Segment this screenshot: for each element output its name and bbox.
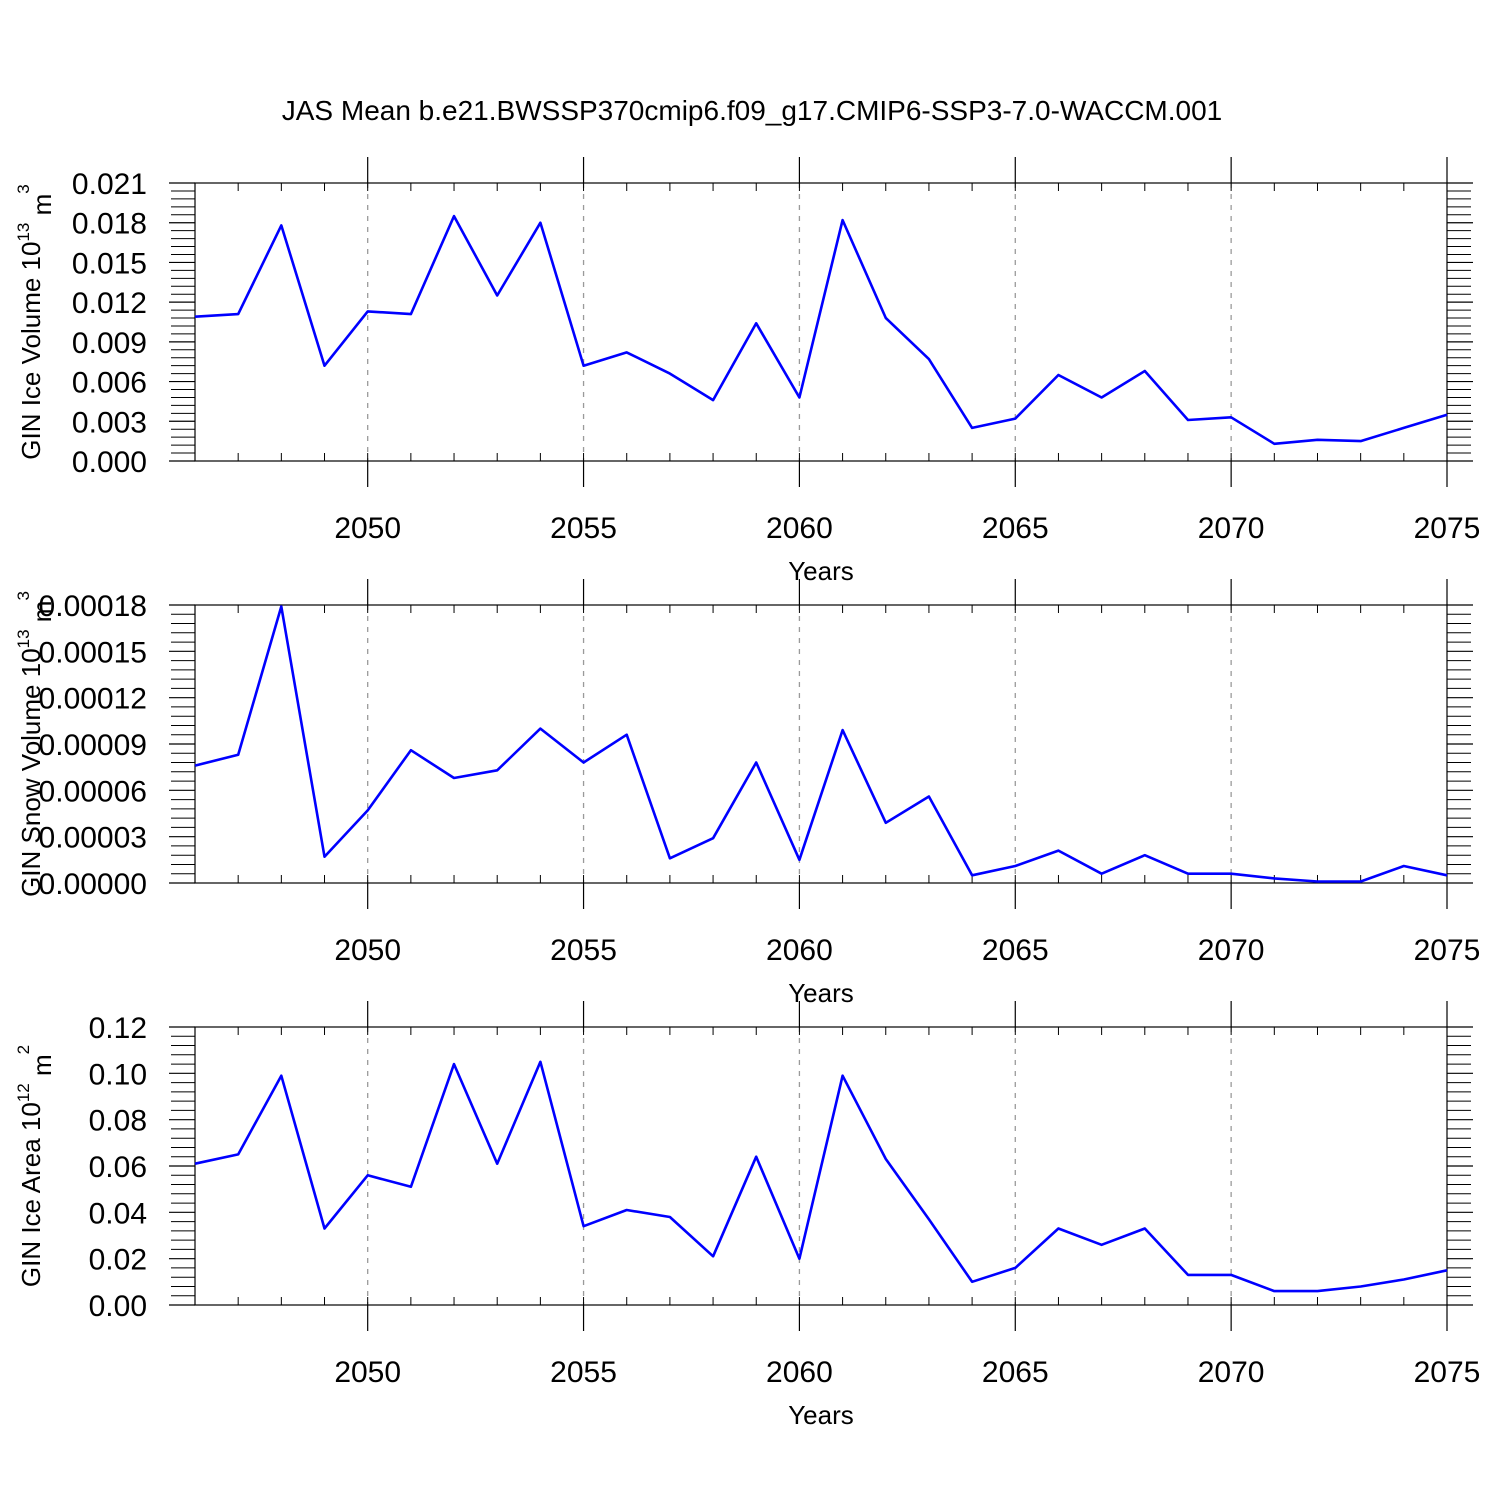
y-axis-title: GIN Ice Volume 1013 m3 xyxy=(14,184,57,460)
y-axis-title-unit: m xyxy=(27,601,57,630)
y-tick-label: 0.00018 xyxy=(39,590,147,623)
x-axis-title: Years xyxy=(788,1400,854,1430)
y-tick-label: 0.00 xyxy=(89,1290,147,1323)
y-tick-label: 0.000 xyxy=(72,446,147,479)
y-tick-label: 0.00000 xyxy=(39,868,147,901)
x-axis-title: Years xyxy=(788,556,854,586)
y-axis-title-exponent: 13 xyxy=(14,223,33,242)
y-axis-title-text: GIN Ice Volume 10 xyxy=(16,242,46,460)
x-tick-label: 2065 xyxy=(982,934,1049,967)
plot-panel-2: 2050 2055 2060 2065 2070 2075 0.00000 0.00003 0.… xyxy=(14,579,1480,1008)
plot-frame xyxy=(194,182,1448,462)
y-axis-title-unit-exponent: 3 xyxy=(14,591,33,600)
y-tick-label: 0.012 xyxy=(72,287,147,320)
y-tick-label: 0.12 xyxy=(89,1012,147,1045)
x-tick-label: 2050 xyxy=(334,1356,401,1389)
y-tick-label: 0.06 xyxy=(89,1151,147,1184)
x-tick-label: 2070 xyxy=(1198,512,1265,545)
y-tick-label: 0.02 xyxy=(89,1244,147,1277)
y-tick-label: 0.00012 xyxy=(39,683,147,716)
y-tick-label: 0.00009 xyxy=(39,729,147,762)
y-tick-label: 0.018 xyxy=(72,208,147,241)
y-axis-title-unit-exponent: 2 xyxy=(14,1045,33,1054)
x-tick-label: 2055 xyxy=(550,934,617,967)
y-tick-label: 0.10 xyxy=(89,1058,147,1091)
y-axis-title-text: GIN Ice Area 10 xyxy=(16,1102,46,1287)
x-tick-label: 2055 xyxy=(550,512,617,545)
y-axis-title-exponent: 13 xyxy=(14,629,33,648)
y-axis-title-text: GIN Snow Volume 10 xyxy=(16,648,46,897)
y-axis-title: GIN Ice Area 1012 m2 xyxy=(14,1045,57,1287)
x-tick-label: 2075 xyxy=(1414,512,1481,545)
y-tick-label: 0.00006 xyxy=(39,775,147,808)
x-tick-label: 2060 xyxy=(766,512,833,545)
x-tick-label: 2050 xyxy=(334,934,401,967)
y-axis-title: GIN Snow Volume 1013 m3 xyxy=(14,591,57,897)
y-tick-label: 0.00003 xyxy=(39,822,147,855)
y-tick-label: 0.08 xyxy=(89,1105,147,1138)
plot-panel-1: 2050 2055 2060 2065 2070 2075 0.000 0.003 0.006 0… xyxy=(14,157,1480,586)
x-tick-label: 2060 xyxy=(766,934,833,967)
x-tick-label: 2050 xyxy=(334,512,401,545)
y-tick-label: 0.006 xyxy=(72,367,147,400)
x-tick-label: 2075 xyxy=(1414,1356,1481,1389)
chart-title: JAS Mean b.e21.BWSSP370cmip6.f09_g17.CMI… xyxy=(282,95,1223,126)
y-axis-title-exponent: 12 xyxy=(14,1083,33,1102)
x-tick-label: 2060 xyxy=(766,1356,833,1389)
y-tick-label: 0.00015 xyxy=(39,636,147,669)
x-axis-title: Years xyxy=(788,978,854,1008)
x-tick-label: 2065 xyxy=(982,1356,1049,1389)
y-axis-title-unit: m xyxy=(27,194,57,223)
x-tick-label: 2075 xyxy=(1414,934,1481,967)
x-tick-label: 2065 xyxy=(982,512,1049,545)
y-tick-label: 0.021 xyxy=(72,168,147,201)
plot-panel-3: 2050 2055 2060 2065 2070 2075 0.00 0.02 0.04 0.06… xyxy=(14,1001,1480,1430)
series-line xyxy=(194,214,1448,446)
plot-frame xyxy=(194,604,1448,884)
y-axis-title-unit: m xyxy=(27,1054,57,1083)
y-tick-label: 0.003 xyxy=(72,406,147,439)
series-line xyxy=(194,605,1448,883)
x-tick-label: 2070 xyxy=(1198,1356,1265,1389)
y-tick-label: 0.04 xyxy=(89,1197,147,1230)
y-tick-label: 0.009 xyxy=(72,327,147,360)
x-tick-label: 2070 xyxy=(1198,934,1265,967)
series-line xyxy=(194,1060,1448,1293)
y-tick-label: 0.015 xyxy=(72,247,147,280)
y-axis-title-unit-exponent: 3 xyxy=(14,184,33,193)
x-tick-label: 2055 xyxy=(550,1356,617,1389)
